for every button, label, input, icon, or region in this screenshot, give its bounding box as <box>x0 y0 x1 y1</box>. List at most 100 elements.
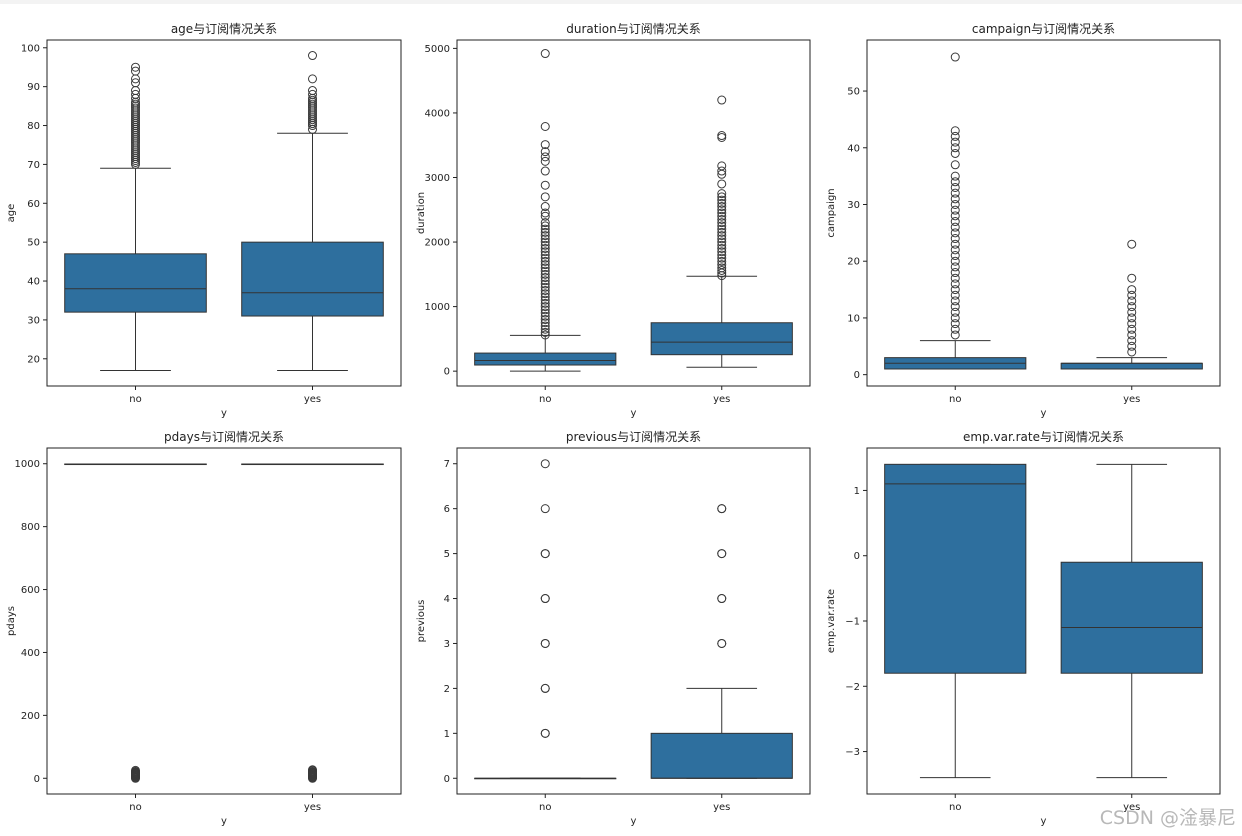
outlier-point <box>950 228 960 238</box>
chart-panel-6: emp.var.rate与订阅情况关系 −3 −2 −1 0 1 no yes y emp.var… <box>826 430 1221 827</box>
x-axis-label: y <box>631 816 637 827</box>
outlier-point <box>717 166 727 176</box>
x-tick-label: no <box>129 394 141 405</box>
outlier-point <box>540 156 550 166</box>
plot-frame <box>46 39 402 387</box>
y-tick-label: 90 <box>27 82 40 93</box>
outlier-point <box>717 132 727 142</box>
outlier-point <box>540 269 550 279</box>
outlier-point <box>717 253 727 263</box>
iqr-box <box>474 352 617 366</box>
iqr-box <box>64 253 207 313</box>
outlier-point <box>540 327 550 337</box>
outlier-point <box>717 198 727 208</box>
outlier-point <box>540 192 550 202</box>
outlier-point <box>717 202 727 212</box>
outlier-point <box>950 194 960 204</box>
y-tick-label: 4 <box>444 594 450 605</box>
y-tick-label: 800 <box>21 522 40 533</box>
y-tick-label: 30 <box>847 200 860 211</box>
outlier-point <box>950 262 960 272</box>
outlier-point <box>717 247 727 257</box>
outlier-point <box>540 318 550 328</box>
outlier-point <box>308 89 317 99</box>
outlier-point <box>950 307 960 317</box>
iqr-box <box>1060 561 1203 674</box>
box-yes <box>1060 239 1203 370</box>
chart-panel-4: pdays与订阅情况关系 0 200 400 600 800 1000 no yes y pdays <box>6 430 402 827</box>
outlier-point <box>540 218 550 228</box>
y-tick-label: 80 <box>27 121 40 132</box>
x-tick-label: no <box>539 802 551 813</box>
outlier-point <box>950 222 960 232</box>
outlier-point <box>950 268 960 278</box>
outlier-point <box>540 276 550 286</box>
outlier-point <box>717 638 727 648</box>
y-tick-label: 0 <box>34 774 40 785</box>
outlier-point <box>717 234 727 244</box>
outlier-point <box>540 728 550 738</box>
outlier-point <box>540 250 550 260</box>
outlier-point <box>950 160 960 170</box>
outlier-point <box>717 256 727 266</box>
x-axis-label: y <box>221 816 227 827</box>
y-tick-label: 0 <box>444 774 450 785</box>
plot-frame <box>456 39 811 387</box>
outlier-point <box>540 330 550 340</box>
outlier-point <box>540 49 550 59</box>
y-tick-label: 200 <box>21 711 40 722</box>
box-no <box>474 459 617 780</box>
x-tick-label: yes <box>713 394 730 405</box>
box-no <box>474 49 617 372</box>
outlier-point <box>540 208 550 218</box>
outlier-point <box>950 330 960 340</box>
box-yes <box>241 463 384 783</box>
outlier-point <box>717 221 727 231</box>
outlier-point <box>950 143 960 153</box>
outlier-point <box>717 208 727 218</box>
outlier-point <box>1127 319 1137 329</box>
outlier-point <box>950 205 960 215</box>
x-tick-label: yes <box>304 394 321 405</box>
outlier-point <box>540 315 550 325</box>
y-axis-label: campaign <box>826 188 837 237</box>
outlier-point <box>717 244 727 254</box>
chart-title: emp.var.rate与订阅情况关系 <box>963 430 1124 444</box>
outlier-point <box>540 237 550 247</box>
outlier-point <box>1127 239 1137 249</box>
outlier-point <box>540 549 550 559</box>
outlier-point <box>540 285 550 295</box>
outlier-point <box>131 89 140 99</box>
outlier-point <box>540 180 550 190</box>
y-tick-label: 2000 <box>425 238 450 249</box>
outlier-point <box>540 298 550 308</box>
outlier-point <box>717 227 727 237</box>
outlier-point <box>950 273 960 283</box>
outlier-point <box>950 324 960 334</box>
outlier-point <box>1127 341 1137 351</box>
x-tick-label: yes <box>1123 394 1140 405</box>
outlier-point <box>950 171 960 181</box>
y-tick-label: 600 <box>21 585 40 596</box>
outlier-point <box>717 263 727 273</box>
box-yes <box>650 504 793 779</box>
outlier-point <box>131 765 140 775</box>
y-axis-label: pdays <box>6 606 17 636</box>
x-tick-label: yes <box>304 802 321 813</box>
y-tick-label: −1 <box>845 617 860 628</box>
outlier-point <box>308 765 317 775</box>
plot-frame <box>866 39 1221 387</box>
outlier-point <box>717 195 727 205</box>
y-tick-label: 3000 <box>425 173 450 184</box>
chart-panel-3: campaign与订阅情况关系 0 10 20 30 40 50 no yes y campaign <box>826 22 1221 419</box>
y-tick-label: 5 <box>444 549 450 560</box>
outlier-point <box>717 95 727 105</box>
outlier-point <box>540 504 550 514</box>
y-tick-label: 1 <box>854 486 860 497</box>
outlier-point <box>540 638 550 648</box>
outlier-point <box>540 147 550 157</box>
chart-title: campaign与订阅情况关系 <box>972 22 1115 36</box>
chart-title: previous与订阅情况关系 <box>566 430 701 444</box>
outlier-point <box>540 279 550 289</box>
outlier-point <box>717 189 727 199</box>
